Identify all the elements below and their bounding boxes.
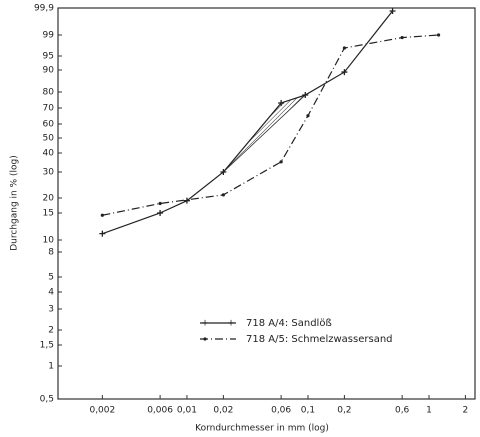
- point: [436, 33, 441, 37]
- y-tick-label: 90: [43, 66, 55, 76]
- point: [158, 201, 162, 206]
- x-tick-label: 0,6: [395, 406, 410, 416]
- point: [389, 7, 396, 14]
- x-tick-label: 0,2: [337, 406, 351, 416]
- y-tick-label: 15: [43, 209, 54, 219]
- x-tick-label: 0,006: [147, 406, 173, 416]
- point: [220, 169, 227, 175]
- y-tick-label: 20: [43, 194, 55, 204]
- y-tick-label: 95: [43, 52, 54, 62]
- series-line: [102, 10, 394, 235]
- legend-label: 718 A/4: Sandlöß: [246, 318, 332, 329]
- point: [99, 230, 106, 237]
- point: [278, 99, 285, 106]
- plot-frame: [57, 7, 476, 400]
- x-tick-label: 1: [426, 406, 432, 416]
- legend-marker: [203, 337, 207, 341]
- y-tick-label: 1: [48, 362, 54, 372]
- y-tick-label: 1,5: [40, 341, 54, 351]
- y-tick-label: 70: [43, 104, 55, 114]
- series-line: [102, 34, 439, 216]
- point: [100, 213, 104, 217]
- hatched-area: [223, 94, 306, 173]
- legend: + + 718 A/4: Sandlöß 718 A/5: Schmelzwas…: [200, 318, 393, 345]
- y-tick-label: 2: [48, 326, 54, 336]
- y-tick-label: 3: [48, 305, 54, 315]
- legend-label: 718 A/5: Schmelzwassersand: [246, 334, 393, 345]
- y-tick-label: 10: [43, 236, 55, 246]
- x-tick-label: 0,002: [89, 406, 115, 416]
- y-tick-label: 40: [43, 149, 55, 159]
- y-tick-label: 8: [48, 248, 54, 258]
- point: [183, 197, 190, 204]
- y-tick-label: 99,9: [34, 4, 54, 14]
- y-tick-label: 99: [43, 31, 55, 41]
- y-tick-label: 30: [43, 168, 55, 178]
- x-tick-label: 2: [463, 406, 469, 416]
- point: [342, 46, 346, 50]
- y-tick-label: 50: [43, 134, 55, 144]
- point: [341, 69, 348, 76]
- y-tick-label: 0,5: [40, 395, 54, 405]
- point: [157, 210, 164, 216]
- point: [221, 193, 225, 197]
- x-tick-label: 0,01: [177, 406, 197, 416]
- point: [302, 92, 309, 99]
- y-tick-label: 5: [48, 273, 54, 283]
- y-axis-label: Durchgang in % (log): [10, 155, 20, 251]
- point: [306, 114, 310, 118]
- x-tick-label: 0,1: [301, 406, 315, 416]
- legend-marker: +: [227, 319, 235, 329]
- point: [279, 160, 283, 164]
- legend-marker: +: [201, 319, 209, 329]
- x-axis-label: Korndurchmesser in mm (log): [195, 424, 329, 434]
- point: [400, 35, 404, 40]
- y-tick-label: 4: [48, 288, 54, 298]
- x-tick-label: 0,02: [213, 406, 233, 416]
- y-tick-label: 60: [43, 120, 55, 130]
- y-tick-label: 80: [43, 88, 55, 98]
- x-tick-label: 0,06: [271, 406, 291, 416]
